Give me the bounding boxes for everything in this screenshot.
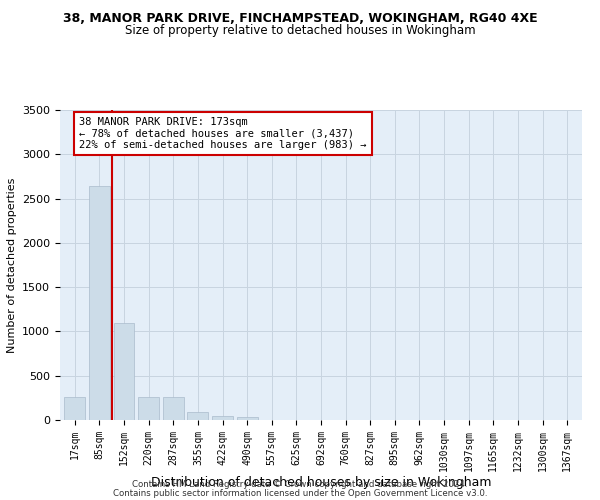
- Bar: [187, 412, 208, 420]
- Bar: [138, 396, 159, 420]
- Text: Contains public sector information licensed under the Open Government Licence v3: Contains public sector information licen…: [113, 488, 487, 498]
- Bar: [89, 186, 110, 420]
- Bar: [113, 324, 134, 420]
- Text: 38, MANOR PARK DRIVE, FINCHAMPSTEAD, WOKINGHAM, RG40 4XE: 38, MANOR PARK DRIVE, FINCHAMPSTEAD, WOK…: [62, 12, 538, 26]
- Bar: [163, 397, 184, 420]
- Text: Size of property relative to detached houses in Wokingham: Size of property relative to detached ho…: [125, 24, 475, 37]
- Y-axis label: Number of detached properties: Number of detached properties: [7, 178, 17, 352]
- Text: Contains HM Land Registry data © Crown copyright and database right 2024.: Contains HM Land Registry data © Crown c…: [132, 480, 468, 489]
- X-axis label: Distribution of detached houses by size in Wokingham: Distribution of detached houses by size …: [151, 476, 491, 490]
- Bar: [236, 418, 257, 420]
- Bar: [64, 398, 85, 420]
- Bar: [212, 416, 233, 420]
- Text: 38 MANOR PARK DRIVE: 173sqm
← 78% of detached houses are smaller (3,437)
22% of : 38 MANOR PARK DRIVE: 173sqm ← 78% of det…: [79, 117, 367, 150]
